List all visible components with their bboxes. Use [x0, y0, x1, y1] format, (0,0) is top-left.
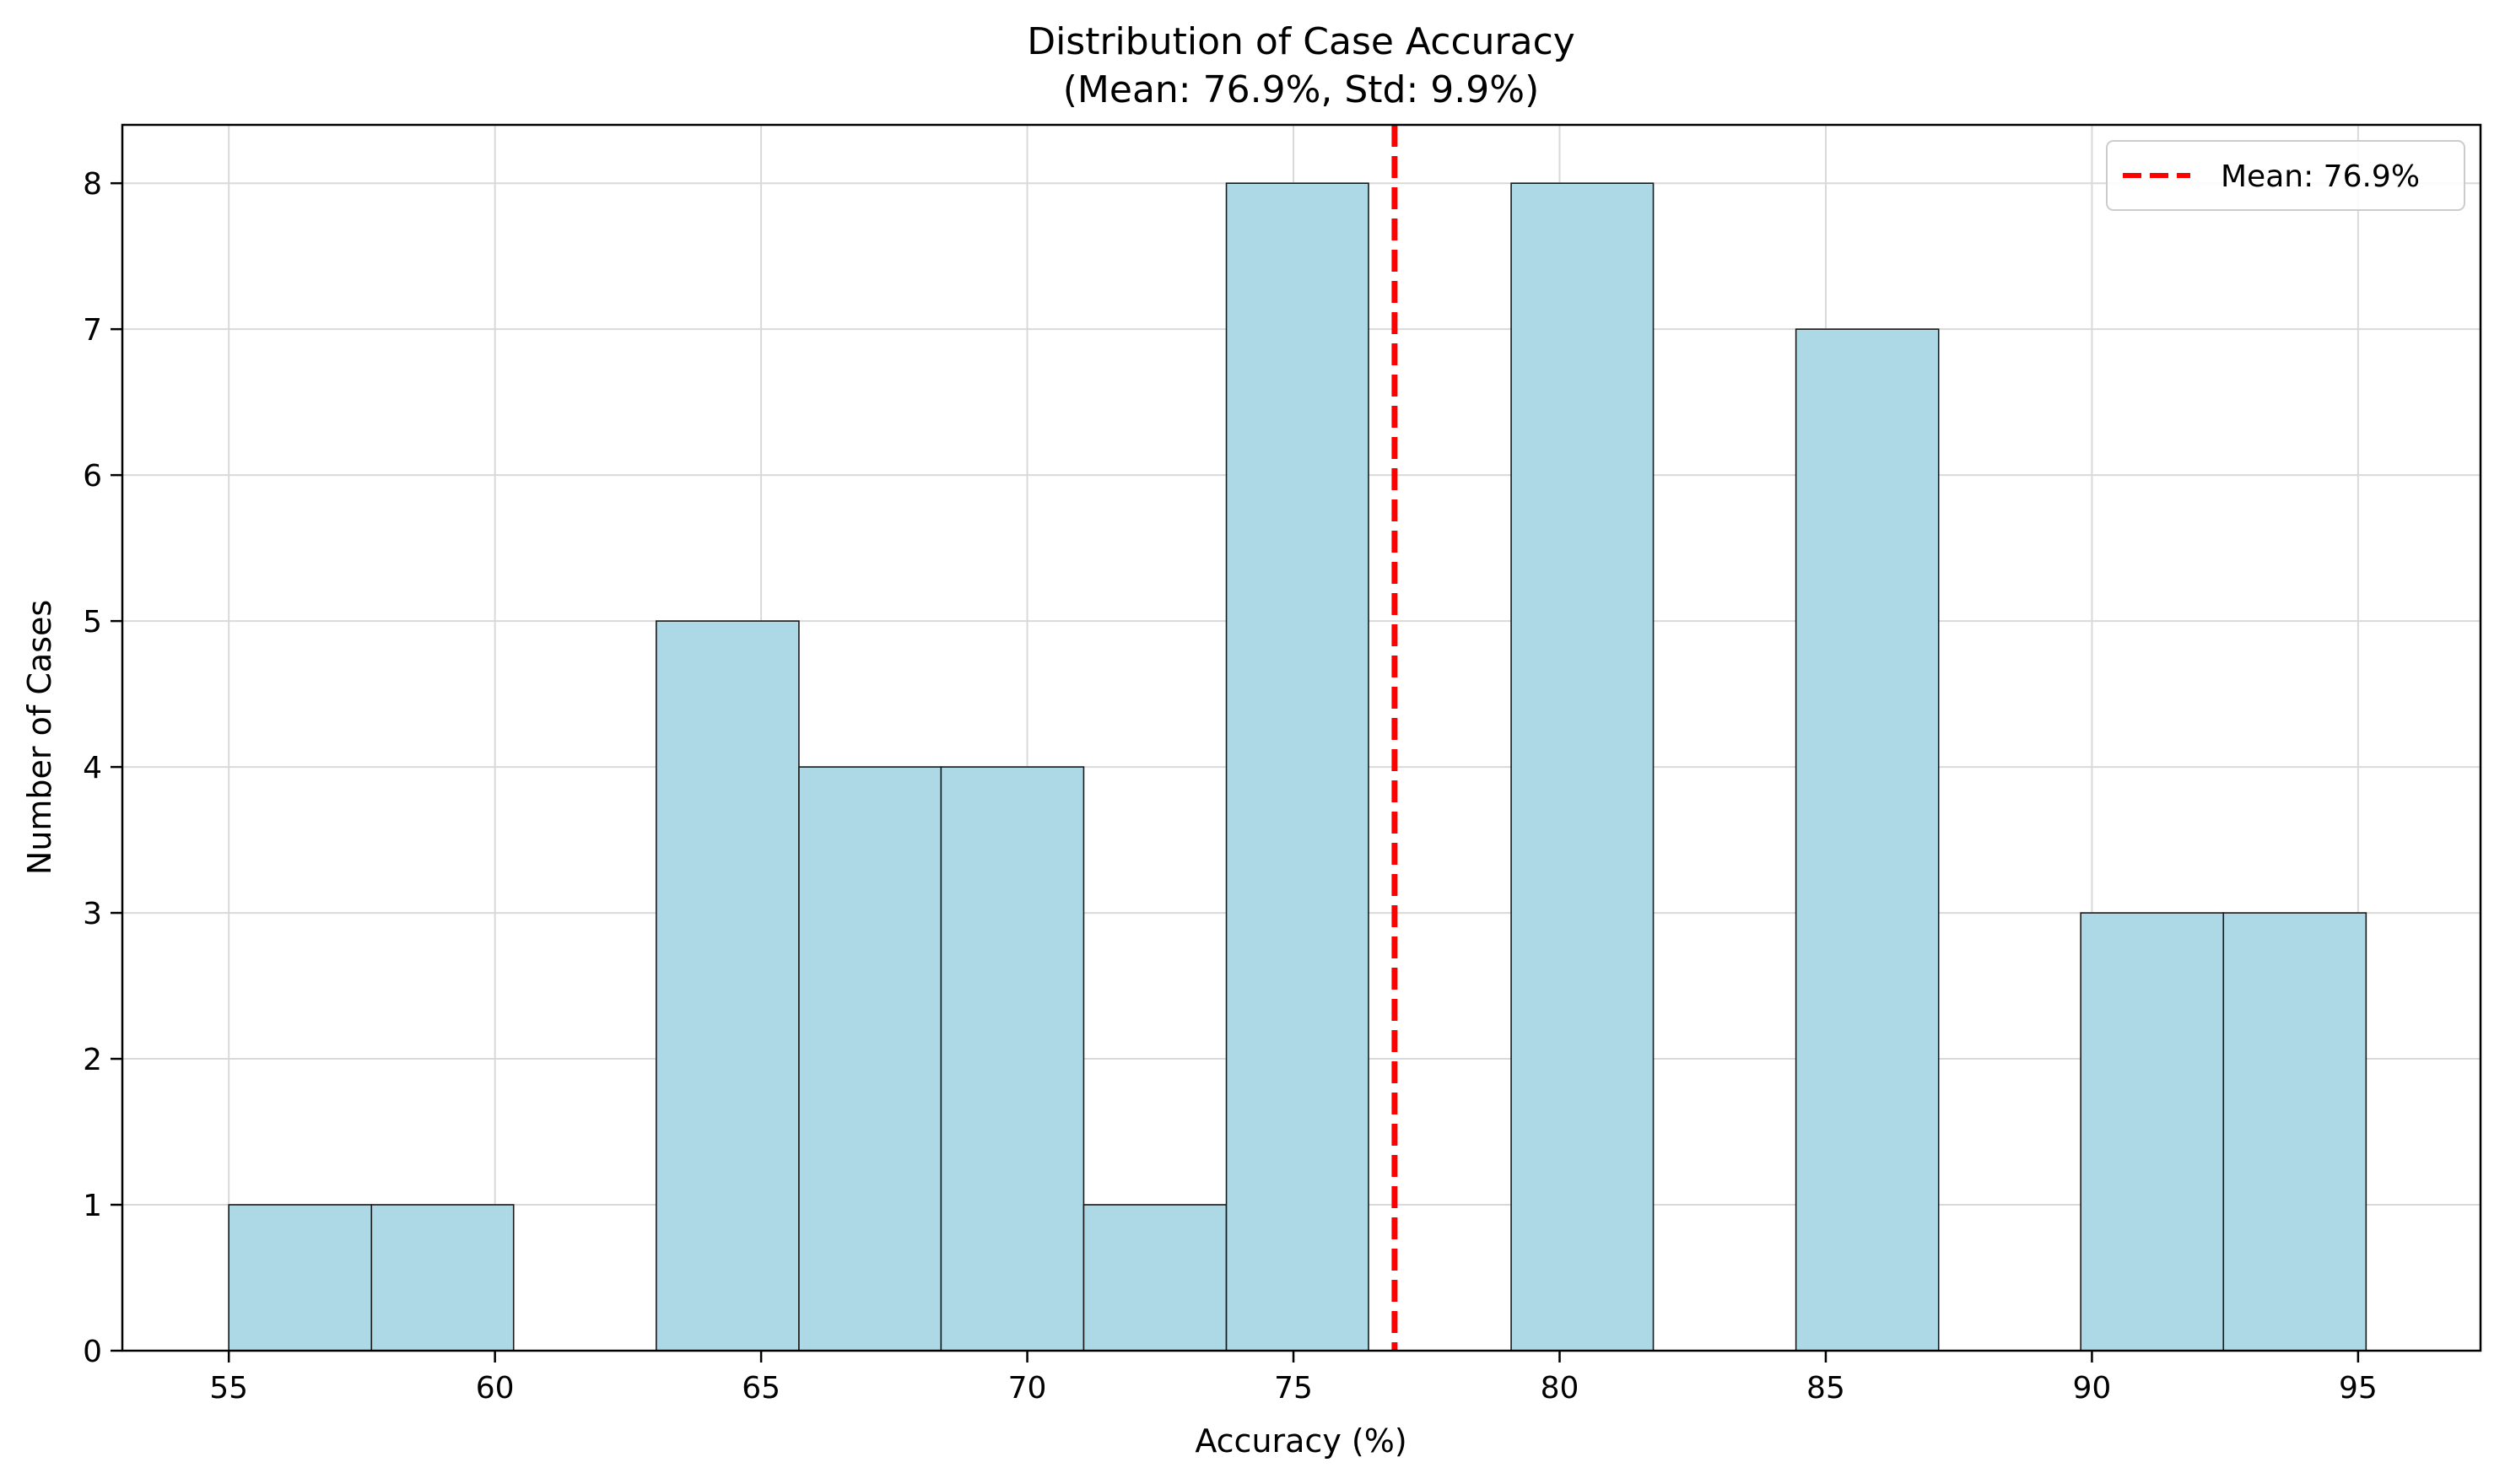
x-tick-label-4: 75	[1274, 1371, 1313, 1406]
legend: Mean: 76.9%	[2106, 140, 2465, 211]
x-tick-label-7: 90	[2073, 1371, 2112, 1406]
histogram-bar-5	[940, 766, 1085, 1352]
x-tick-label-3: 70	[1008, 1371, 1047, 1406]
plot-frame	[121, 123, 2482, 1352]
histogram-bar-4	[798, 766, 942, 1352]
legend-box	[2106, 140, 2465, 211]
x-axis-ticks: 55 60 65 70 75 80 85 90 95	[209, 1351, 2378, 1406]
y-axis-ticks: 0 1 2 3 4 5 6 7 8	[83, 167, 122, 1369]
y-tick-label-3: 3	[83, 897, 102, 931]
y-tick-label-8: 8	[83, 167, 102, 202]
y-tick-label-5: 5	[83, 605, 102, 639]
histogram-bar-6	[1082, 1204, 1228, 1352]
chart-title: Distribution of Case Accuracy	[1027, 20, 1575, 63]
histogram-bar-9	[1510, 182, 1655, 1352]
x-tick-label-6: 85	[1806, 1371, 1845, 1406]
histogram-bar-3	[656, 620, 800, 1352]
x-tick-label-2: 65	[742, 1371, 780, 1406]
y-tick-label-2: 2	[83, 1043, 102, 1077]
histogram-bar-13	[2080, 912, 2225, 1352]
y-tick-label-0: 0	[83, 1335, 102, 1369]
bars	[228, 182, 2367, 1352]
legend-entry-mean: Mean: 76.9%	[2221, 159, 2420, 194]
histogram-bar-1	[370, 1204, 515, 1352]
y-tick-label-1: 1	[83, 1189, 102, 1223]
histogram-bar-11	[1795, 328, 1940, 1352]
x-tick-label-8: 95	[2339, 1371, 2378, 1406]
chart-subtitle: (Mean: 76.9%, Std: 9.9%)	[1063, 68, 1539, 111]
x-tick-label-1: 60	[476, 1371, 515, 1406]
y-axis-label: Number of Cases	[21, 600, 58, 875]
y-tick-label-6: 6	[83, 459, 102, 494]
x-axis-label: Accuracy (%)	[1195, 1422, 1406, 1460]
x-tick-label-5: 80	[1541, 1371, 1579, 1406]
x-tick-label-0: 55	[209, 1371, 248, 1406]
histogram-bar-14	[2222, 912, 2367, 1352]
y-tick-label-7: 7	[83, 313, 102, 348]
histogram-bar-0	[228, 1204, 373, 1352]
y-tick-label-4: 4	[83, 751, 102, 785]
histogram-bar-7	[1225, 182, 1369, 1352]
